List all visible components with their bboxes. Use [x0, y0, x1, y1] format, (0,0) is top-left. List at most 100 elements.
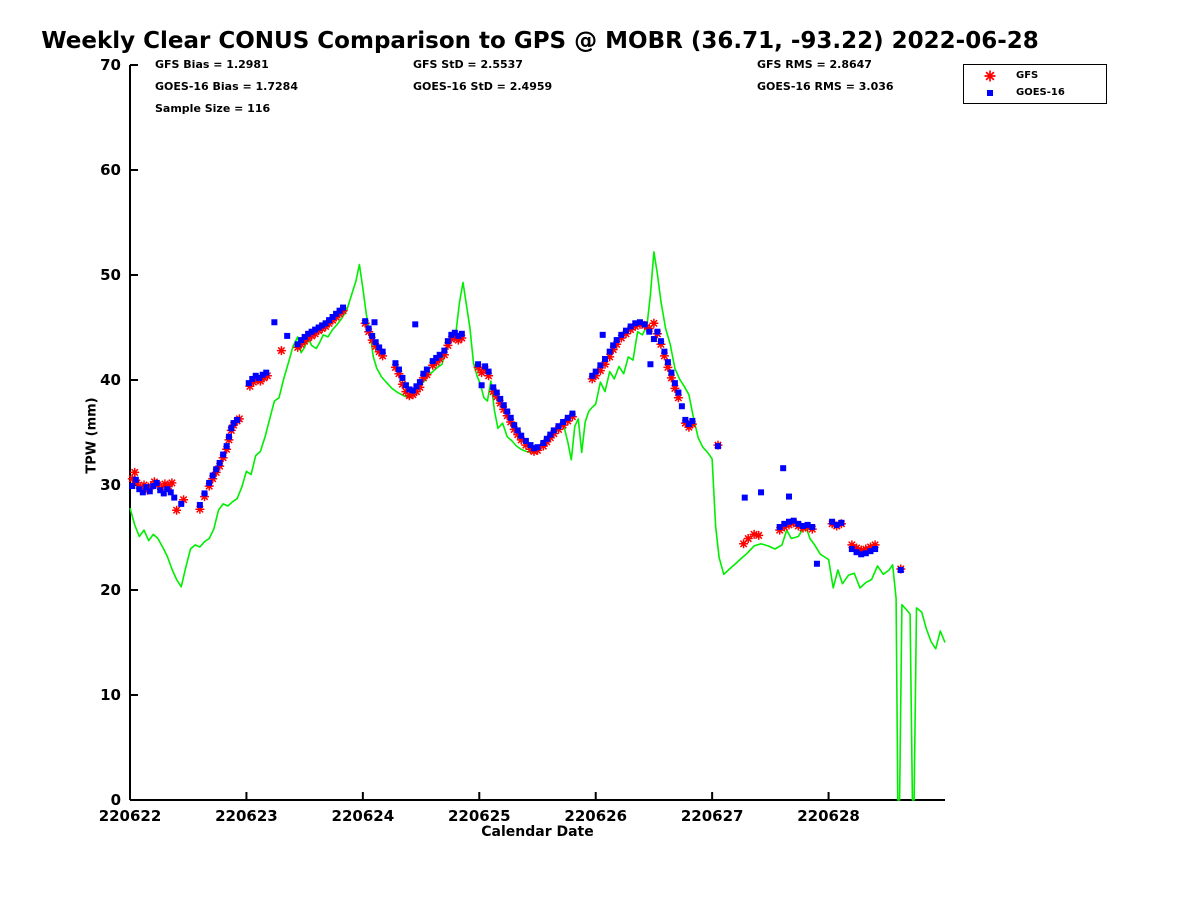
gfs-point [538, 441, 548, 451]
goes16-point [319, 322, 326, 329]
stat-gfs-rms: GFS RMS = 2.8647 [757, 58, 872, 71]
gfs-point [680, 418, 690, 428]
gfs-point [784, 520, 794, 530]
goes16-point [678, 403, 685, 410]
gfs-point [317, 324, 327, 333]
goes16-point [429, 358, 436, 365]
gfs-point [779, 522, 789, 532]
gfs-point [684, 422, 694, 432]
gfs-point [262, 371, 272, 381]
gfs-point [415, 382, 425, 392]
goes16-point [413, 383, 420, 390]
gfs-point [450, 332, 460, 342]
goes16-point [641, 321, 648, 328]
goes16-point [838, 519, 845, 526]
goes16-point [602, 356, 609, 362]
gfs-point [612, 339, 622, 349]
gfs-point [480, 365, 490, 374]
goes16-point [171, 494, 178, 501]
gfs-point [630, 321, 640, 331]
goes16-point [555, 423, 562, 430]
goes16-point [518, 432, 525, 439]
gfs-point [847, 540, 857, 550]
goes16-square-icon [964, 86, 1016, 100]
goes16-point [654, 328, 661, 335]
goes16-point [132, 476, 139, 483]
gfs-point [215, 461, 225, 471]
gfs-point [439, 350, 449, 360]
goes16-point [647, 361, 654, 368]
goes16-point [420, 370, 427, 377]
goes16-point [223, 443, 230, 450]
goes16-point [136, 486, 143, 493]
goes16-point [294, 341, 301, 348]
gfs-point [195, 504, 205, 514]
gfs-point [132, 478, 142, 488]
goes16-point [458, 330, 465, 337]
goes16-point [599, 331, 606, 338]
goes16-point [897, 567, 904, 574]
gfs-point [374, 347, 384, 357]
goes16-point [671, 380, 678, 387]
goes16-point [129, 483, 136, 490]
goes16-point [305, 330, 312, 337]
goes16-point [308, 328, 315, 335]
gfs-point [418, 373, 428, 383]
gfs-point [404, 391, 414, 401]
x-tick-label: 220625 [448, 807, 511, 825]
gfs-point [621, 329, 631, 339]
goes16-point [540, 440, 547, 446]
goes16-point [201, 490, 208, 497]
y-tick-label: 50 [100, 266, 121, 284]
gfs-point [255, 376, 265, 386]
gfs-point [473, 362, 483, 372]
gfs-point [208, 474, 218, 484]
gfs-point [477, 368, 487, 378]
goes16-point [395, 366, 402, 373]
gfs-point [687, 419, 697, 429]
goes16-point [780, 465, 787, 472]
x-tick-label: 220624 [332, 807, 395, 825]
gfs-point [160, 479, 170, 489]
gfs-point [200, 492, 209, 502]
goes16-point [504, 408, 511, 415]
goes16-point [372, 339, 379, 346]
goes16-point [301, 333, 308, 340]
goes16-point [833, 521, 840, 528]
goes16-point [781, 520, 788, 527]
goes16-point [636, 319, 643, 326]
goes16-point [853, 549, 860, 556]
goes16-point [379, 348, 386, 355]
legend-label-gfs: GFS [1016, 70, 1039, 81]
goes16-point [785, 518, 792, 525]
gfs-point [446, 334, 456, 344]
goes16-point [675, 389, 682, 396]
gfs-point [499, 404, 509, 414]
goes16-point [153, 479, 160, 486]
legend-item-gfs: GFS [964, 68, 1106, 83]
chart-title: Weekly Clear CONUS Comparison to GPS @ M… [41, 28, 1039, 54]
gfs-point [666, 373, 676, 383]
gfs-point [492, 392, 502, 402]
goes16-point [685, 421, 692, 428]
y-tick-label: 20 [100, 581, 121, 599]
goes16-point [245, 380, 252, 387]
goes16-point [610, 342, 617, 349]
goes16-point [371, 319, 378, 326]
goes16-point [592, 368, 599, 375]
gfs-point [457, 333, 467, 343]
gfs-point [335, 309, 345, 319]
gfs-point [484, 371, 494, 381]
gfs-point [495, 398, 505, 408]
x-tick-label: 220622 [99, 807, 162, 825]
goes16-point [164, 486, 171, 493]
y-tick-label: 60 [100, 161, 121, 179]
goes16-point [560, 419, 567, 425]
gfs-point [616, 333, 626, 343]
gfs-point [673, 393, 683, 403]
goes16-point [795, 520, 802, 527]
goes16-point [259, 371, 266, 378]
y-tick-label: 40 [100, 371, 121, 389]
